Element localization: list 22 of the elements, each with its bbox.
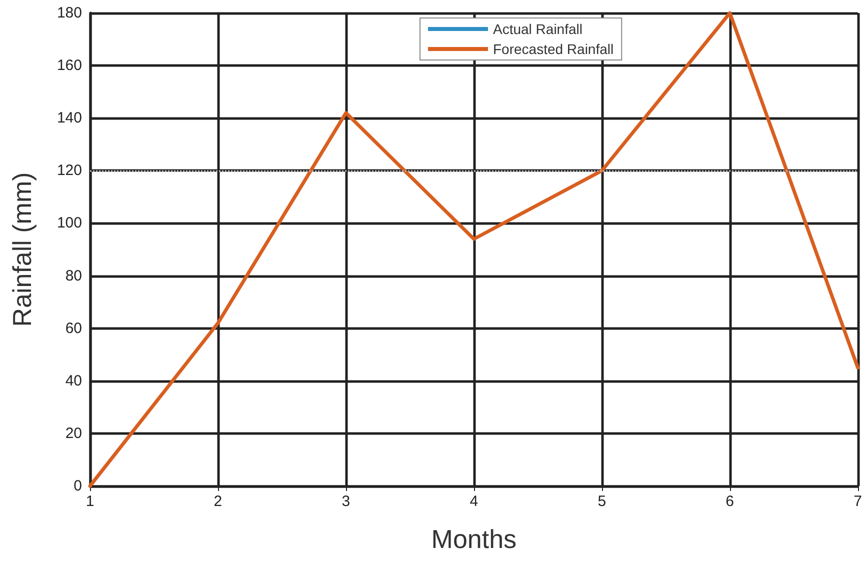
x-tick-label: 7	[854, 493, 862, 510]
y-axis-title: Rainfall (mm)	[7, 172, 37, 327]
x-tick-label: 2	[214, 493, 222, 510]
y-tick-label: 120	[56, 162, 82, 180]
x-tick-label: 6	[726, 493, 734, 510]
y-tick-label: 180	[56, 4, 82, 22]
x-tick-label: 5	[598, 493, 606, 510]
y-tick-label: 160	[56, 57, 82, 74]
y-tick-label: 0	[74, 478, 82, 494]
y-tick-label: 80	[65, 267, 82, 284]
legend-label: Actual Rainfall	[493, 21, 582, 37]
legend-label: Forecasted Rainfall	[493, 41, 614, 57]
line-series	[88, 11, 860, 488]
y-tick-label: 140	[56, 110, 82, 127]
y-tick-label: 40	[65, 372, 82, 390]
y-tick-label: 100	[56, 214, 82, 232]
y-tick-label: 60	[65, 320, 82, 337]
x-tick-label: 3	[342, 493, 350, 510]
x-axis-title: Months	[431, 524, 517, 554]
x-tick-label: 1	[86, 493, 94, 510]
y-tick-label: 20	[65, 424, 82, 442]
x-tick-label: 4	[470, 493, 478, 510]
